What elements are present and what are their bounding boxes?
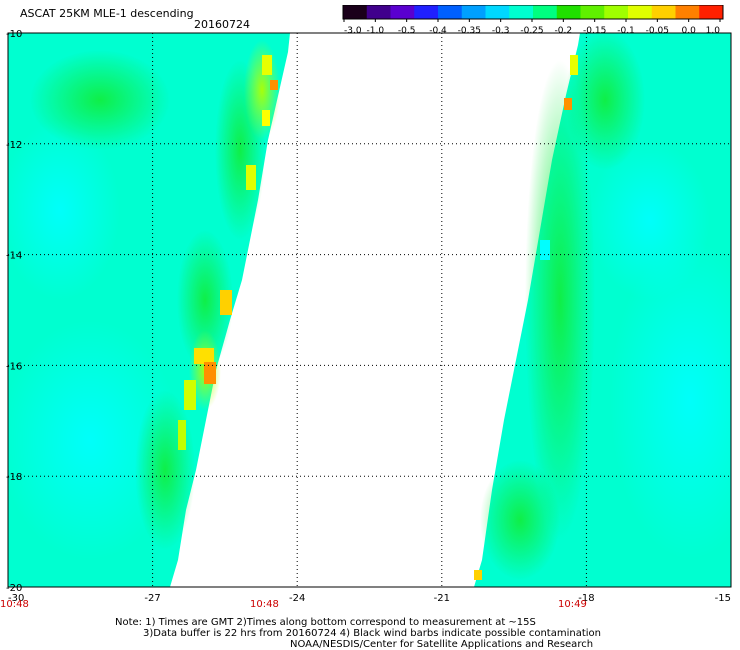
lat-tick-label: -16 bbox=[6, 361, 22, 372]
colorbar-label: 0.0 bbox=[682, 26, 697, 35]
colorbar-swatch bbox=[533, 5, 558, 19]
time-label-left: 10:48 bbox=[0, 599, 29, 610]
colorbar-frame bbox=[342, 5, 724, 20]
left-swath bbox=[8, 33, 290, 587]
lon-tick-label: -27 bbox=[144, 593, 160, 604]
time-label-middle: 10:48 bbox=[250, 599, 279, 610]
colorbar-label: -0.5 bbox=[398, 26, 416, 35]
colorbar-label: -0.15 bbox=[583, 26, 606, 35]
lon-tick-label: -18 bbox=[578, 593, 594, 604]
colorbar-swatch bbox=[675, 5, 700, 19]
note-line-2: 3)Data buffer is 22 hrs from 20160724 4)… bbox=[143, 628, 601, 639]
product-title: ASCAT 25KM MLE-1 descending bbox=[20, 7, 194, 20]
colorbar-swatch bbox=[485, 5, 510, 19]
colorbar-label: -0.2 bbox=[555, 26, 573, 35]
colorbar-swatch bbox=[509, 5, 534, 19]
colorbar-label: -3.0 bbox=[344, 26, 362, 35]
note-line-3: NOAA/NESDIS/Center for Satellite Applica… bbox=[290, 639, 594, 650]
colorbar-swatch bbox=[414, 5, 439, 19]
colorbar-swatch bbox=[699, 5, 724, 19]
lon-tick-label: -24 bbox=[289, 593, 305, 604]
colorbar-swatch bbox=[343, 5, 368, 19]
colorbar-swatch bbox=[628, 5, 653, 19]
colorbar-label: -0.3 bbox=[492, 26, 510, 35]
colorbar-swatch bbox=[390, 5, 415, 19]
colorbar: -3.0 -1.0 -0.5 -0.4 -0.35 -0.3 -0.25 -0.2 -0.15 -… bbox=[342, 5, 724, 35]
colorbar-swatch bbox=[651, 5, 676, 19]
colorbar-swatch bbox=[556, 5, 581, 19]
lat-tick-label: -14 bbox=[6, 251, 22, 262]
colorbar-swatch bbox=[461, 5, 486, 19]
note-line-1: Note: 1) Times are GMT 2)Times along bot… bbox=[115, 617, 536, 628]
colorbar-swatch bbox=[438, 5, 463, 19]
lat-tick-label: -12 bbox=[6, 140, 22, 151]
colorbar-labels: -3.0 -1.0 -0.5 -0.4 -0.35 -0.3 -0.25 -0.2 -0.15 -… bbox=[344, 26, 720, 35]
lat-lon-grid bbox=[8, 33, 731, 587]
colorbar-label: -0.05 bbox=[646, 26, 669, 35]
time-label-right: 10:49 bbox=[558, 599, 587, 610]
colorbar-label: -0.25 bbox=[520, 26, 543, 35]
wind-map: -30 -27 -24 -21 -18 -15 -10 -12 -14 -16 -18 -20 bbox=[6, 29, 732, 604]
map-frame bbox=[7, 32, 732, 588]
lon-tick-label: -30 bbox=[8, 593, 24, 604]
lat-tick-label: -20 bbox=[6, 583, 22, 594]
colorbar-swatch bbox=[604, 5, 629, 19]
product-date: 20160724 bbox=[194, 18, 250, 31]
colorbar-swatch bbox=[580, 5, 605, 19]
colorbar-label: -0.35 bbox=[458, 26, 481, 35]
colorbar-swatches bbox=[342, 5, 724, 22]
right-swath bbox=[474, 33, 731, 587]
lon-tick-label: -15 bbox=[715, 593, 731, 604]
lat-tick-label: -10 bbox=[6, 29, 22, 40]
colorbar-label: -0.4 bbox=[429, 26, 447, 35]
colorbar-label: -1.0 bbox=[367, 26, 385, 35]
colorbar-label: -0.1 bbox=[617, 26, 635, 35]
colorbar-swatch bbox=[366, 5, 391, 19]
colorbar-label: 1.0 bbox=[706, 26, 721, 35]
lat-tick-label: -18 bbox=[6, 472, 22, 483]
lon-tick-label: -21 bbox=[434, 593, 450, 604]
